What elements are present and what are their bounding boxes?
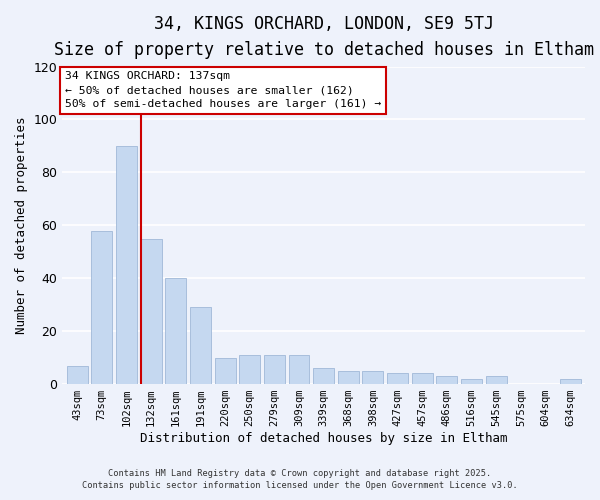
Y-axis label: Number of detached properties: Number of detached properties — [15, 116, 28, 334]
Bar — [190, 308, 211, 384]
Text: Contains HM Land Registry data © Crown copyright and database right 2025.
Contai: Contains HM Land Registry data © Crown c… — [82, 468, 518, 490]
Bar — [436, 376, 457, 384]
Bar — [215, 358, 236, 384]
Bar — [387, 374, 408, 384]
Title: 34, KINGS ORCHARD, LONDON, SE9 5TJ
Size of property relative to detached houses : 34, KINGS ORCHARD, LONDON, SE9 5TJ Size … — [53, 15, 593, 60]
Bar — [67, 366, 88, 384]
Bar — [313, 368, 334, 384]
Bar — [338, 371, 359, 384]
X-axis label: Distribution of detached houses by size in Eltham: Distribution of detached houses by size … — [140, 432, 508, 445]
Bar — [289, 355, 310, 384]
Bar — [412, 374, 433, 384]
Text: 34 KINGS ORCHARD: 137sqm
← 50% of detached houses are smaller (162)
50% of semi-: 34 KINGS ORCHARD: 137sqm ← 50% of detach… — [65, 72, 381, 110]
Bar — [264, 355, 285, 384]
Bar — [362, 371, 383, 384]
Bar — [486, 376, 507, 384]
Bar — [140, 238, 161, 384]
Bar — [116, 146, 137, 384]
Bar — [165, 278, 186, 384]
Bar — [239, 355, 260, 384]
Bar — [91, 230, 112, 384]
Bar — [461, 379, 482, 384]
Bar — [560, 379, 581, 384]
